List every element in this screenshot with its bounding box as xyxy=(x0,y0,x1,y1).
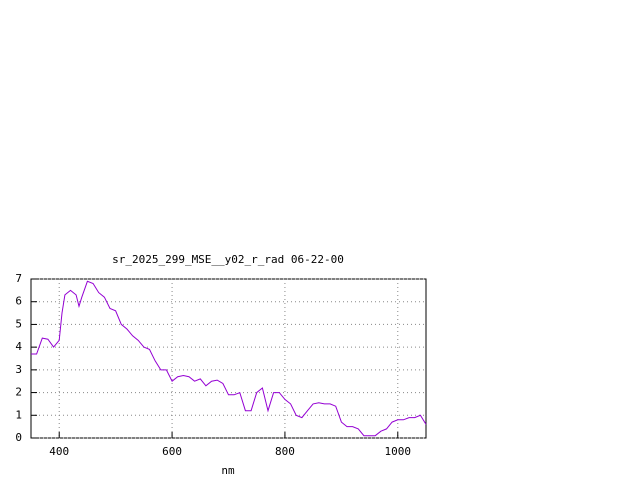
y-tick-label: 7 xyxy=(15,272,22,285)
y-tick-label: 2 xyxy=(15,386,22,399)
x-tick-label: 400 xyxy=(49,445,69,458)
x-axis-label: nm xyxy=(221,464,235,477)
chart-title: sr_2025_299_MSE__y02_r_rad 06-22-00 xyxy=(112,253,344,266)
y-tick-label: 4 xyxy=(15,340,22,353)
y-tick-label: 5 xyxy=(15,317,22,330)
plot-frame xyxy=(30,278,427,439)
y-tick-label: 0 xyxy=(15,431,22,444)
x-tick-label: 600 xyxy=(162,445,182,458)
y-tick-label: 1 xyxy=(15,408,22,421)
y-tick-label: 6 xyxy=(15,295,22,308)
x-tick-label: 1000 xyxy=(385,445,412,458)
y-tick-label: 3 xyxy=(15,363,22,376)
data-line xyxy=(31,280,427,437)
x-tick-label: 800 xyxy=(275,445,295,458)
